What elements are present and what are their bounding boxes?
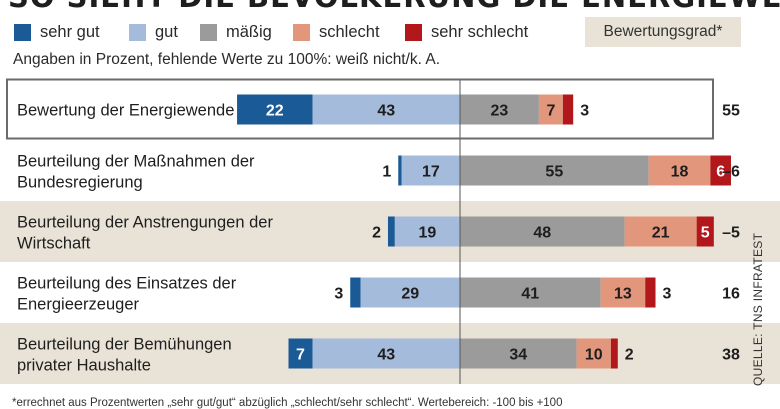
legend: sehr gut gut mäßig schlecht sehr schlech… [0, 16, 780, 50]
bar-maessig [460, 155, 649, 186]
title-strip: SO SIEHT DIE BEVÖLKERUNG DIE ENERGIEWEND… [0, 0, 780, 14]
bar-sehr-schlecht [645, 277, 656, 308]
score-value: 55 [722, 103, 740, 120]
bar-sehr-schlecht [696, 216, 714, 247]
score-value: 38 [722, 347, 740, 364]
highlight-frame [6, 78, 714, 140]
bar-sehr-gut [237, 94, 313, 125]
legend-swatch-sehr-schlecht [405, 23, 422, 41]
data-label-schlecht: 10 [585, 347, 603, 364]
data-label-sehr-schlecht: 3 [580, 103, 589, 120]
bar-sehr-gut [398, 155, 402, 186]
legend-item-gut: gut [129, 22, 178, 42]
chart-row: Beurteilung der Bemühungen privater Haush… [17, 336, 740, 375]
data-label-gut: 43 [377, 103, 395, 120]
legend-label-maessig: mäßig [226, 22, 272, 41]
category-label: Beurteilung der Anstrengungen der Wirtsch… [17, 214, 273, 253]
bar-schlecht [624, 216, 697, 247]
chart-title: SO SIEHT DIE BEVÖLKERUNG DIE ENERGIEWEND… [8, 0, 780, 14]
bar-maessig [460, 94, 539, 125]
data-label-gut: 29 [401, 286, 419, 303]
data-label-maessig: 34 [509, 347, 527, 364]
data-label-schlecht: 21 [652, 225, 670, 242]
bar-sehr-gut [288, 338, 313, 369]
bar-schlecht [538, 94, 563, 125]
legend-item-maessig: mäßig [200, 22, 272, 42]
data-label-sehr-schlecht: 6 [716, 164, 725, 181]
data-label-schlecht: 7 [546, 103, 555, 120]
data-label-gut: 17 [422, 164, 440, 181]
score-value: 16 [722, 286, 740, 303]
footnote: *errechnet aus Prozentwerten „sehr gut/g… [12, 397, 563, 409]
bar-maessig [460, 338, 577, 369]
chart-subtitle: Angaben in Prozent, fehlende Werte zu 10… [13, 51, 441, 68]
bar-schlecht [600, 277, 646, 308]
legend-item-schlecht: schlecht [293, 22, 380, 42]
category-label: Beurteilung der Maßnahmen der Bundesregie… [17, 153, 255, 192]
data-label-sehr-schlecht: 5 [701, 225, 710, 242]
bar-sehr-schlecht [562, 94, 574, 125]
data-label-sehr-gut: 3 [334, 286, 343, 303]
bar-gut [401, 155, 460, 186]
bar-gut [312, 94, 460, 125]
chart-row: Beurteilung der Anstrengungen der Wirtsch… [17, 214, 740, 253]
bar-gut [312, 338, 460, 369]
legend-item-sehr-gut: sehr gut [14, 22, 100, 42]
legend-swatch-gut [129, 23, 146, 41]
category-label: Bewertung der Energiewende [17, 102, 234, 120]
legend-label-gut: gut [155, 22, 178, 41]
chart-row: Beurteilung des Einsatzes der Energieerze… [17, 275, 740, 314]
legend-label-sehr-gut: sehr gut [40, 22, 100, 41]
source-credit: QUELLE: TNS INFRATEST [751, 232, 765, 386]
data-label-maessig: 48 [533, 225, 551, 242]
bar-sehr-gut [350, 277, 361, 308]
legend-swatch-schlecht [293, 23, 310, 41]
data-label-sehr-gut: 1 [382, 164, 391, 181]
legend-item-sehr-schlecht: sehr schlecht [405, 22, 528, 42]
bar-sehr-schlecht [710, 155, 731, 186]
data-label-sehr-gut: 2 [372, 225, 381, 242]
score-value: –6 [722, 164, 740, 181]
legend-label-sehr-schlecht: sehr schlecht [431, 22, 529, 41]
data-label-gut: 43 [377, 347, 395, 364]
chart-row: Bewertung der Energiewende 22 43 23 7 3 55 [17, 94, 740, 125]
data-label-sehr-schlecht: 2 [625, 347, 634, 364]
data-label-maessig: 41 [521, 286, 539, 303]
data-label-sehr-gut: 22 [266, 103, 284, 120]
bar-sehr-gut [387, 216, 395, 247]
bar-sehr-schlecht [610, 338, 618, 369]
data-label-maessig: 23 [491, 103, 509, 120]
chart-row: Beurteilung der Maßnahmen der Bundesregie… [17, 153, 740, 192]
data-label-maessig: 55 [545, 164, 563, 181]
bar-gut [394, 216, 460, 247]
bar-schlecht [648, 155, 711, 186]
bar-gut [360, 277, 460, 308]
data-label-schlecht: 18 [671, 164, 689, 181]
bar-maessig [460, 216, 625, 247]
data-label-sehr-gut: 7 [296, 347, 305, 364]
legend-label-schlecht: schlecht [319, 22, 380, 41]
legend-swatch-maessig [200, 23, 217, 41]
category-label: Beurteilung des Einsatzes der Energieerze… [17, 275, 237, 314]
bar-maessig [460, 277, 601, 308]
data-label-gut: 19 [419, 225, 437, 242]
score-header: Bewertungsgrad* [585, 17, 741, 47]
data-label-sehr-schlecht: 3 [663, 286, 672, 303]
category-label: Beurteilung der Bemühungen privater Haush… [17, 336, 232, 375]
score-value: –5 [722, 225, 740, 242]
data-label-schlecht: 13 [614, 286, 632, 303]
bar-schlecht [576, 338, 611, 369]
legend-swatch-sehr-gut [14, 23, 31, 41]
